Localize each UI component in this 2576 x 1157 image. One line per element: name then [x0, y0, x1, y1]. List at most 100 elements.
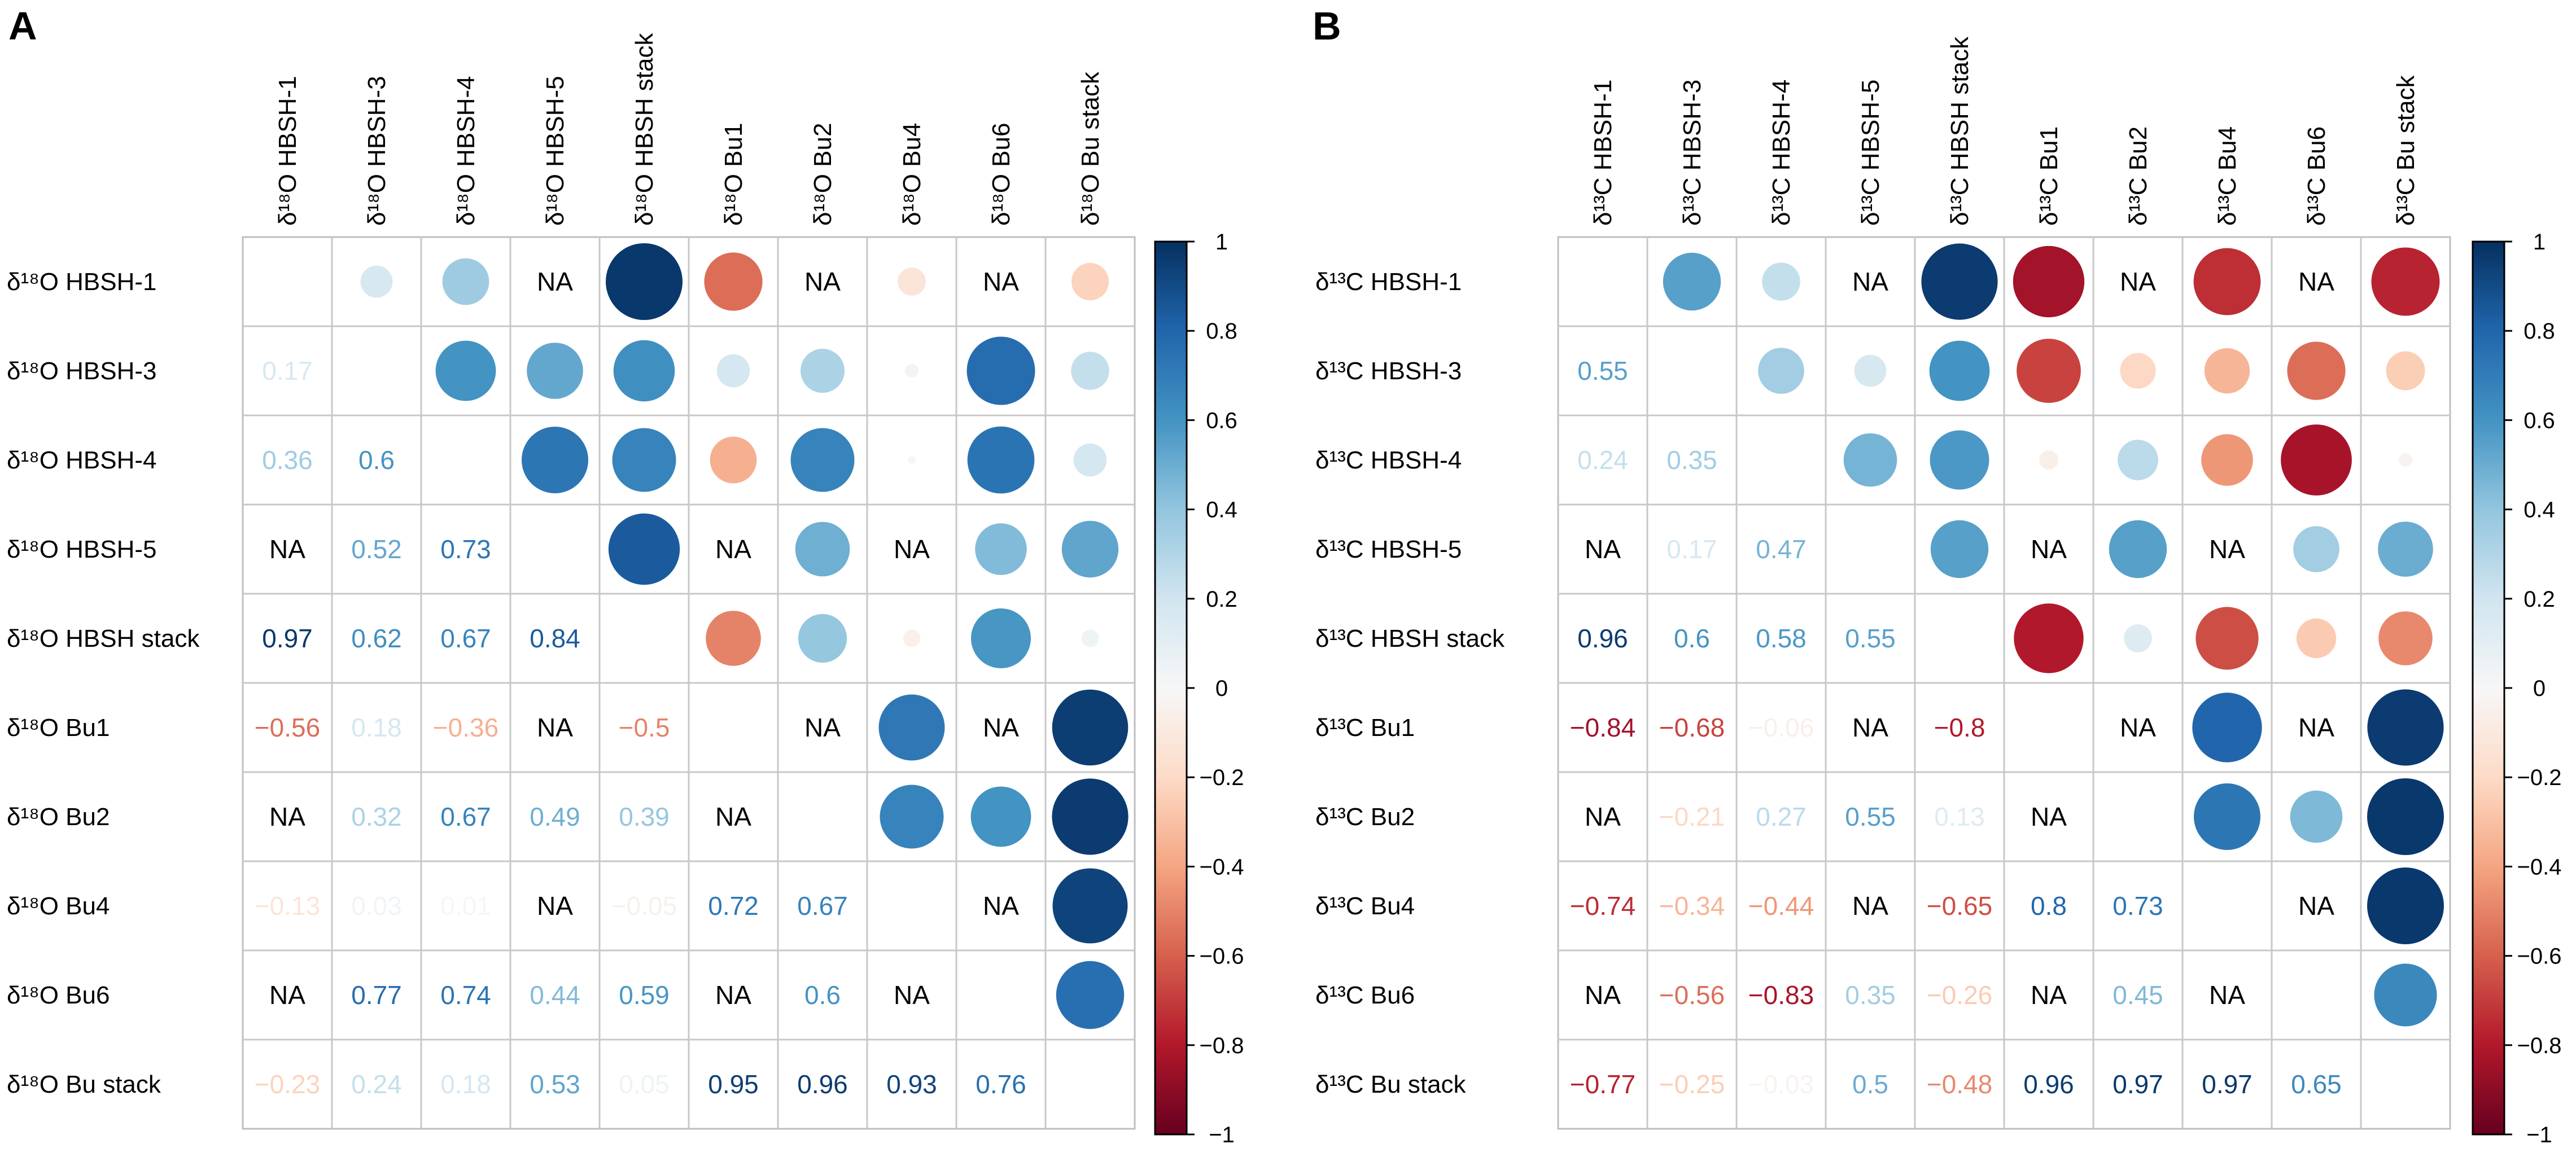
- correlation-circle: [1081, 629, 1099, 647]
- row-label: δ¹³C HBSH-4: [1315, 446, 1462, 474]
- correlation-circle: [1056, 961, 1125, 1029]
- correlation-circle: [1930, 520, 1989, 578]
- column-label: δ¹⁸O Bu1: [720, 123, 747, 226]
- correlation-circle: [2293, 526, 2339, 572]
- row-label: δ¹⁸O HBSH-4: [7, 446, 157, 474]
- correlation-circle: [522, 427, 588, 493]
- column-label: δ¹⁸O Bu6: [987, 123, 1015, 226]
- correlation-circle: [2201, 434, 2253, 486]
- correlation-circle: [1052, 778, 1129, 855]
- correlation-circle: [898, 268, 926, 296]
- na-label: NA: [894, 980, 930, 1010]
- column-label: δ¹³C Bu1: [2035, 126, 2063, 226]
- correlation-circle: [2367, 778, 2444, 855]
- row-label: δ¹³C Bu4: [1315, 892, 1415, 920]
- correlation-value: 0.55: [1845, 624, 1896, 653]
- correlation-value: 0.59: [619, 980, 670, 1010]
- column-label: δ¹⁸O HBSH-5: [541, 76, 569, 226]
- correlation-circle: [716, 354, 750, 388]
- correlation-value: −0.48: [1927, 1070, 1992, 1099]
- colorbar-tick-label: 0.6: [1206, 408, 1237, 433]
- correlation-circle: [970, 786, 1031, 847]
- correlation-circle: [360, 265, 393, 298]
- na-label: NA: [269, 980, 305, 1010]
- na-label: NA: [1585, 534, 1621, 564]
- correlation-circle: [1663, 252, 1721, 311]
- correlation-value: 0.13: [1934, 802, 1985, 831]
- na-label: NA: [2120, 713, 2156, 742]
- correlation-value: −0.21: [1659, 802, 1725, 831]
- correlation-value: 0.24: [351, 1070, 402, 1099]
- correlation-circle: [2195, 607, 2259, 670]
- correlation-value: 0.01: [440, 891, 491, 921]
- na-label: NA: [2031, 534, 2067, 564]
- correlation-value: 0.67: [440, 802, 491, 831]
- correlation-circle: [608, 513, 680, 585]
- correlation-value: 0.36: [262, 445, 313, 475]
- colorbar: [2472, 240, 2505, 1136]
- correlation-value: 0.45: [2113, 980, 2163, 1010]
- correlation-circle: [2378, 611, 2433, 665]
- correlation-value: 0.05: [619, 1070, 670, 1099]
- colorbar-tick-label: −0.6: [1200, 944, 1244, 969]
- correlation-value: −0.13: [255, 891, 320, 921]
- correlation-circle: [2194, 783, 2260, 850]
- row-label: δ¹³C HBSH stack: [1315, 625, 1505, 652]
- correlation-circle: [2124, 624, 2152, 652]
- correlation-circle: [1061, 520, 1119, 578]
- correlation-circle: [2371, 247, 2440, 316]
- correlation-circle: [2287, 341, 2346, 400]
- correlation-value: 0.17: [1667, 534, 1717, 564]
- na-label: NA: [1852, 713, 1888, 742]
- correlation-value: 0.24: [1577, 445, 1628, 475]
- correlation-value: 0.52: [351, 534, 402, 564]
- correlation-value: 0.6: [1674, 624, 1710, 653]
- correlation-circle: [1921, 243, 1998, 320]
- na-label: NA: [1852, 891, 1888, 921]
- correlation-circle: [706, 611, 761, 666]
- correlation-circle: [975, 523, 1027, 575]
- na-label: NA: [1585, 802, 1621, 831]
- correlation-circle: [2013, 246, 2085, 318]
- correlation-value: 0.5: [1852, 1070, 1888, 1099]
- correlation-circle: [801, 349, 845, 393]
- correlation-value: −0.56: [255, 713, 320, 742]
- row-label: δ¹⁸O HBSH-1: [7, 268, 157, 296]
- row-label: δ¹⁸O HBSH stack: [7, 625, 200, 652]
- correlation-circle: [2109, 520, 2167, 578]
- correlation-circle: [442, 258, 489, 305]
- correlation-value: −0.06: [1748, 713, 1814, 742]
- correlation-value: 0.55: [1577, 356, 1628, 385]
- correlation-value: −0.74: [1570, 891, 1635, 921]
- panel-letter-b: B: [1313, 4, 1341, 48]
- colorbar-tick-label: −0.2: [1200, 765, 1244, 790]
- column-label: δ¹³C HBSH stack: [1946, 36, 1974, 226]
- correlation-value: 0.8: [2031, 891, 2067, 921]
- correlation-circle: [606, 243, 683, 320]
- correlation-value: 0.72: [708, 891, 759, 921]
- correlation-circle: [2118, 440, 2158, 480]
- row-label: δ¹⁸O Bu stack: [7, 1071, 161, 1098]
- na-label: NA: [269, 534, 305, 564]
- na-label: NA: [2298, 891, 2334, 921]
- colorbar-tick-label: 0.4: [2523, 498, 2555, 523]
- colorbar-tick-label: 0: [2533, 676, 2546, 701]
- na-label: NA: [2209, 534, 2245, 564]
- correlation-circle: [2367, 689, 2444, 766]
- correlation-value: 0.62: [351, 624, 402, 653]
- colorbar-tick-label: −1: [1209, 1123, 1235, 1147]
- na-label: NA: [2120, 267, 2156, 296]
- colorbar: [1154, 240, 1188, 1136]
- correlation-circle: [2367, 867, 2444, 944]
- correlation-circle: [971, 608, 1031, 668]
- correlation-circle: [527, 343, 583, 399]
- correlation-value: −0.5: [619, 713, 670, 742]
- na-label: NA: [1852, 267, 1888, 296]
- correlation-value: 0.76: [976, 1070, 1026, 1099]
- na-label: NA: [804, 713, 841, 742]
- colorbar-tick-label: −0.2: [2517, 765, 2562, 790]
- correlation-value: 0.03: [351, 891, 402, 921]
- column-label: δ¹⁸O Bu4: [898, 123, 926, 226]
- na-label: NA: [983, 267, 1019, 296]
